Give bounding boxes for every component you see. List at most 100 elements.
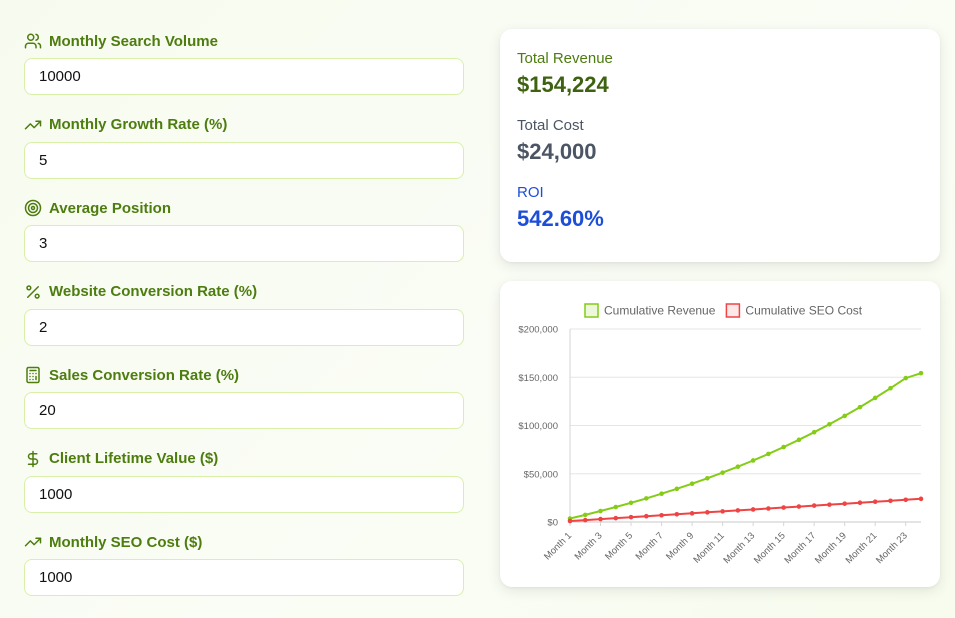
data-point xyxy=(720,509,725,514)
field-label: Client Lifetime Value ($) xyxy=(24,446,464,472)
client-lifetime-value-input[interactable] xyxy=(24,475,464,513)
data-point xyxy=(720,470,725,475)
field-monthly-seo-cost: Monthly SEO Cost ($) xyxy=(24,529,464,613)
x-tick-label: Month 3 xyxy=(573,530,605,562)
data-point xyxy=(705,510,710,515)
field-label-text: Monthly SEO Cost ($) xyxy=(49,533,203,551)
input-form: Monthly Search Volume Monthly Growth Rat… xyxy=(24,28,464,613)
target-icon xyxy=(24,199,42,217)
dollar-icon xyxy=(24,450,42,468)
field-label: Monthly Search Volume xyxy=(24,28,464,54)
data-point xyxy=(567,518,573,524)
total-cost-value: $24,000 xyxy=(517,139,597,164)
y-tick-label: $100,000 xyxy=(518,421,558,432)
data-point xyxy=(750,507,756,512)
trending-up-icon xyxy=(24,533,42,551)
monthly-growth-rate-input[interactable] xyxy=(24,141,464,179)
data-point xyxy=(766,451,771,457)
field-label-text: Sales Conversion Rate (%) xyxy=(49,366,240,384)
data-point xyxy=(659,512,664,518)
field-label: Website Conversion Rate (%) xyxy=(24,279,464,305)
y-tick-label: $0 xyxy=(547,518,558,529)
x-tick-label: Month 21 xyxy=(844,530,880,566)
data-point xyxy=(888,498,893,504)
legend-label: Cumulative SEO Cost xyxy=(745,304,862,318)
website-conversion-rate-input[interactable] xyxy=(24,308,464,346)
data-point xyxy=(582,517,588,523)
data-point xyxy=(857,500,863,505)
field-monthly-search-volume: Monthly Search Volume xyxy=(24,28,464,112)
data-point xyxy=(582,512,588,518)
field-monthly-growth-rate: Monthly Growth Rate (%) xyxy=(24,112,464,196)
monthly-search-volume-input[interactable] xyxy=(24,58,464,95)
calculator-icon xyxy=(24,366,42,384)
data-point xyxy=(766,506,771,511)
trending-up-icon xyxy=(24,116,42,134)
total-cost-label: Total Cost xyxy=(517,117,584,134)
data-point xyxy=(796,504,802,509)
data-point xyxy=(674,486,680,492)
monthly-seo-cost-input[interactable] xyxy=(24,559,464,596)
data-point xyxy=(918,496,924,502)
y-tick-label: $150,000 xyxy=(518,373,558,384)
roi-label: ROI xyxy=(517,184,544,201)
data-point xyxy=(735,464,741,470)
field-label-text: Monthly Growth Rate (%) xyxy=(49,116,228,133)
field-label: Average Position xyxy=(24,195,464,221)
x-tick-label: Month 1 xyxy=(542,530,574,562)
field-label: Monthly SEO Cost ($) xyxy=(24,529,464,555)
data-point xyxy=(750,458,756,463)
data-point xyxy=(857,404,863,410)
field-website-conversion-rate: Website Conversion Rate (%) xyxy=(24,279,464,363)
average-position-input[interactable] xyxy=(24,225,464,262)
field-label-text: Website Conversion Rate (%) xyxy=(49,283,258,300)
data-point xyxy=(598,508,603,514)
x-tick-label: Month 15 xyxy=(752,530,788,566)
data-point xyxy=(644,513,649,519)
data-point xyxy=(598,516,603,522)
legend-label: Cumulative Revenue xyxy=(604,304,716,318)
data-point xyxy=(872,395,878,401)
y-tick-label: $50,000 xyxy=(524,469,558,480)
x-tick-label: Month 11 xyxy=(691,530,726,565)
data-point xyxy=(735,508,741,513)
field-label-text: Monthly Search Volume xyxy=(49,32,218,50)
data-point xyxy=(811,503,817,508)
data-point xyxy=(888,385,893,391)
results-card: Total Revenue $154,224 Total Cost $24,00… xyxy=(500,29,940,262)
field-label: Monthly Growth Rate (%) xyxy=(24,112,464,138)
legend-swatch xyxy=(725,303,741,318)
data-point xyxy=(842,501,847,506)
roi-value: 542.60% xyxy=(517,206,604,231)
field-label-text: Average Position xyxy=(49,199,171,217)
x-tick-label: Month 7 xyxy=(634,530,666,562)
x-tick-label: Month 19 xyxy=(813,530,849,566)
field-sales-conversion-rate: Sales Conversion Rate (%) xyxy=(24,362,464,446)
data-point xyxy=(827,502,832,507)
x-tick-label: Month 17 xyxy=(782,530,818,566)
roi-line-chart: $0 $50,000 $100,000 $150,000 $200,000 Month 1… xyxy=(518,303,924,566)
data-point xyxy=(918,370,924,376)
series-line-cost xyxy=(569,497,922,522)
sales-conversion-rate-input[interactable] xyxy=(24,392,464,429)
total-revenue-label: Total Revenue xyxy=(517,50,613,67)
field-label: Sales Conversion Rate (%) xyxy=(24,362,464,388)
data-point xyxy=(796,437,802,443)
data-point xyxy=(903,497,909,503)
data-point xyxy=(705,476,710,481)
field-average-position: Average Position xyxy=(24,195,464,279)
data-point xyxy=(903,375,909,381)
users-icon xyxy=(24,32,42,50)
x-tick-label: Month 23 xyxy=(874,530,910,566)
data-point xyxy=(842,413,847,419)
data-point xyxy=(781,444,786,450)
data-point xyxy=(811,429,817,435)
field-label-text: Client Lifetime Value ($) xyxy=(49,450,219,467)
data-point xyxy=(628,500,634,506)
field-client-lifetime-value: Client Lifetime Value ($) xyxy=(24,446,464,530)
total-revenue-value: $154,224 xyxy=(517,72,609,97)
data-point xyxy=(827,421,832,427)
data-point xyxy=(628,514,634,520)
y-tick-label: $200,000 xyxy=(518,325,558,336)
data-point xyxy=(674,511,680,517)
